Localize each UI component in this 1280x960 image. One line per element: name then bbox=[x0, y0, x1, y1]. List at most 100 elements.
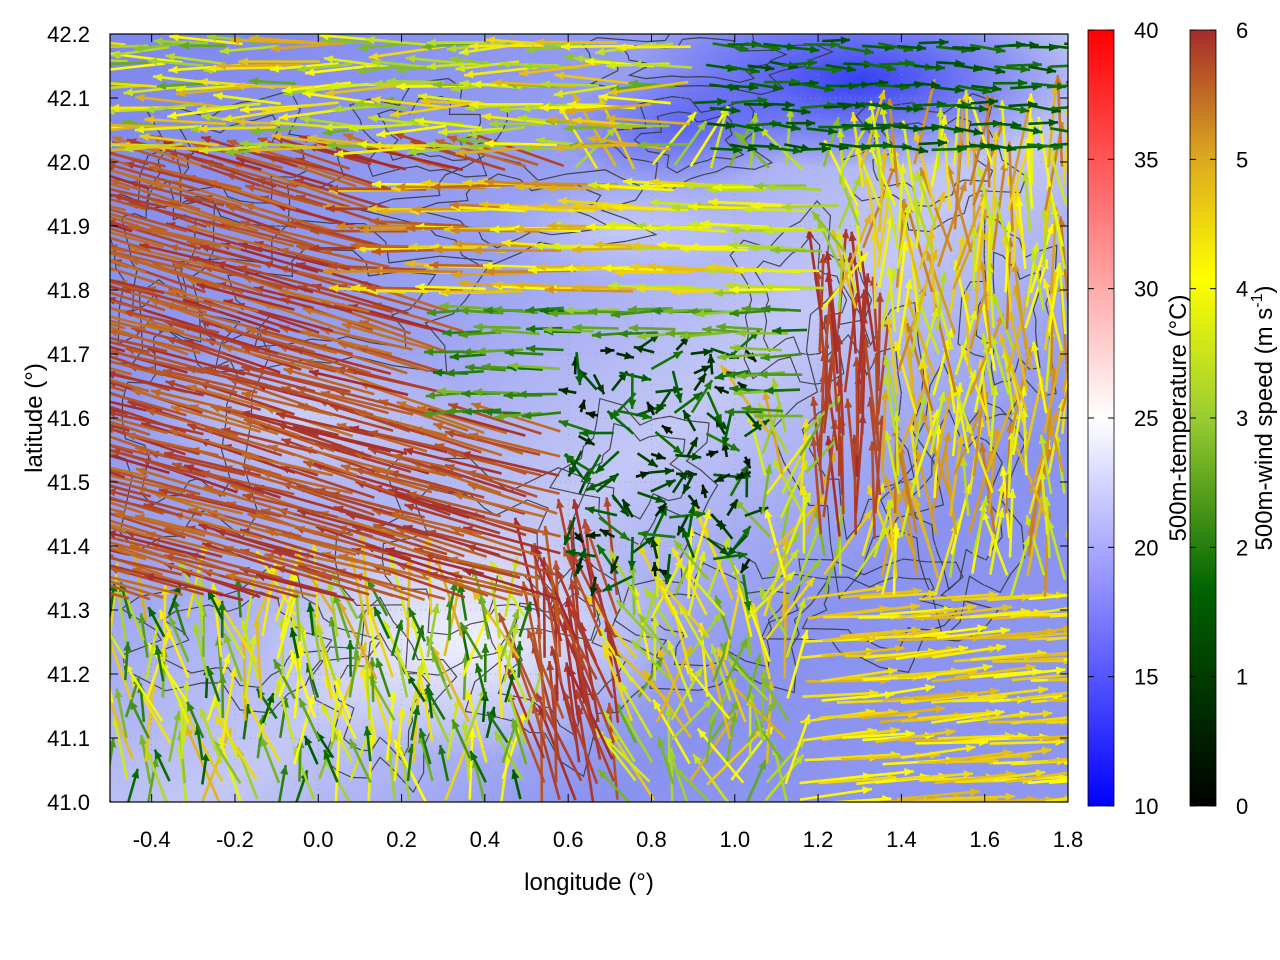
wind-arrow-shaft bbox=[219, 44, 280, 53]
wind-arrow-head bbox=[622, 177, 633, 186]
wind-arrow-head bbox=[1056, 349, 1065, 360]
wind-arrow-shaft bbox=[334, 730, 341, 802]
wind-arrow-head bbox=[707, 353, 716, 364]
wind-arrow-head bbox=[724, 281, 734, 290]
wind-arrow-shaft bbox=[110, 157, 129, 167]
wind-arrow-shaft bbox=[920, 410, 951, 495]
wind-arrow-shaft bbox=[198, 126, 276, 131]
wind-arrow-head bbox=[1115, 608, 1124, 616]
wind-arrow-head bbox=[1018, 78, 1028, 88]
wind-arrow-shaft bbox=[1067, 509, 1068, 513]
wind-arrow-head bbox=[729, 226, 739, 235]
wind-arrow-shaft bbox=[1046, 84, 1068, 89]
wind-arrow-shaft bbox=[915, 171, 938, 229]
wind-arrow-head bbox=[524, 601, 532, 612]
wind-arrow-head bbox=[521, 104, 531, 113]
wind-arrow-head bbox=[376, 129, 386, 138]
plot-area bbox=[34, 34, 1124, 802]
wind-arrow-shaft bbox=[968, 770, 1046, 783]
wind-arrow-shaft bbox=[987, 427, 999, 514]
wind-arrow-head bbox=[461, 720, 470, 730]
wind-arrow-head bbox=[737, 551, 748, 560]
wind-arrow-shaft bbox=[184, 725, 221, 802]
wind-arrow-shaft bbox=[948, 234, 965, 314]
wind-arrow-head bbox=[977, 624, 987, 633]
wind-arrow-head bbox=[90, 344, 100, 352]
wind-arrow-head bbox=[850, 112, 859, 122]
wind-arrow-shaft bbox=[110, 548, 131, 557]
wind-arrow-head bbox=[34, 187, 44, 195]
wind-arrow-head bbox=[639, 471, 650, 479]
wind-arrow-shaft bbox=[1029, 223, 1054, 294]
wind-arrow-head bbox=[591, 330, 602, 339]
wind-arrow-head bbox=[980, 496, 989, 506]
wind-arrow-head bbox=[196, 578, 205, 588]
wind-arrow-shaft bbox=[170, 405, 261, 433]
wind-arrow-shaft bbox=[883, 474, 916, 557]
wind-arrow-head bbox=[663, 306, 673, 315]
wind-arrow-shaft bbox=[513, 517, 541, 618]
wind-arrow-head bbox=[373, 79, 383, 88]
wind-arrow-head bbox=[992, 84, 1002, 93]
wind-arrow-shaft bbox=[283, 367, 375, 396]
wind-arrow-head bbox=[1026, 93, 1035, 103]
wind-arrow-shaft bbox=[130, 676, 172, 744]
wind-arrow-head bbox=[198, 523, 209, 532]
wind-arrow-head bbox=[759, 587, 768, 597]
wind-arrow-head bbox=[59, 508, 69, 516]
wind-arrow-shaft bbox=[868, 396, 882, 496]
wind-arrow-head bbox=[609, 549, 618, 560]
wind-arrow-head bbox=[484, 139, 494, 148]
wind-arrow-shaft bbox=[299, 552, 392, 576]
wind-arrow-shaft bbox=[1056, 75, 1064, 167]
wind-arrow-head bbox=[810, 396, 819, 407]
wind-arrow-head bbox=[280, 765, 289, 775]
wind-arrow-head bbox=[276, 411, 286, 420]
wind-arrow-head bbox=[1013, 189, 1022, 199]
wind-arrow-head bbox=[958, 181, 967, 192]
wind-arrow-head bbox=[595, 463, 605, 474]
wind-arrow-head bbox=[883, 355, 892, 366]
colorbar-tick-label: 40 bbox=[1134, 18, 1158, 43]
wind-arrow-head bbox=[461, 653, 470, 663]
wind-arrow-shaft bbox=[497, 642, 503, 719]
wind-arrow-head bbox=[699, 219, 710, 229]
wind-arrow-head bbox=[1064, 108, 1068, 116]
wind-arrow-shaft bbox=[367, 447, 464, 479]
wind-arrow-head bbox=[449, 200, 459, 210]
wind-arrow-shaft bbox=[110, 591, 130, 600]
wind-arrow-head bbox=[875, 292, 884, 302]
wind-arrow-head bbox=[684, 181, 694, 190]
wind-arrow-head bbox=[1071, 44, 1081, 52]
wind-arrow-head bbox=[606, 61, 616, 70]
wind-arrow-shaft bbox=[389, 511, 483, 536]
wind-arrow-head bbox=[716, 322, 726, 331]
wind-arrow-head bbox=[695, 510, 706, 519]
wind-arrow-shaft bbox=[1040, 470, 1049, 536]
wind-arrow-head bbox=[260, 736, 269, 747]
y-tick-label: 41.3 bbox=[47, 598, 90, 623]
wind-arrow-head bbox=[250, 127, 260, 136]
wind-arrow-shaft bbox=[1025, 612, 1068, 617]
wind-arrow-head bbox=[965, 744, 976, 753]
wind-arrow-head bbox=[614, 268, 624, 277]
wind-arrow-shaft bbox=[1000, 100, 1008, 169]
wind-arrow-shaft bbox=[650, 557, 684, 619]
wind-arrow-shaft bbox=[798, 523, 822, 578]
wind-arrow-head bbox=[806, 119, 816, 128]
wind-arrow-shaft bbox=[1004, 221, 1011, 293]
wind-arrow-head bbox=[683, 483, 691, 494]
wind-arrow-shaft bbox=[608, 548, 639, 601]
wind-arrow-shaft bbox=[110, 123, 112, 126]
wind-arrow-head bbox=[369, 217, 380, 226]
wind-arrow-head bbox=[494, 412, 504, 421]
wind-arrow-head bbox=[92, 571, 102, 579]
wind-arrow-head bbox=[657, 647, 666, 658]
wind-arrow-shaft bbox=[110, 541, 169, 560]
wind-arrow-head bbox=[915, 449, 923, 460]
wind-arrow-head bbox=[165, 380, 176, 388]
wind-arrow-head bbox=[451, 84, 461, 93]
wind-arrow-head bbox=[885, 266, 894, 277]
wind-arrow-shaft bbox=[110, 435, 165, 457]
wind-arrow-shaft bbox=[129, 543, 220, 577]
